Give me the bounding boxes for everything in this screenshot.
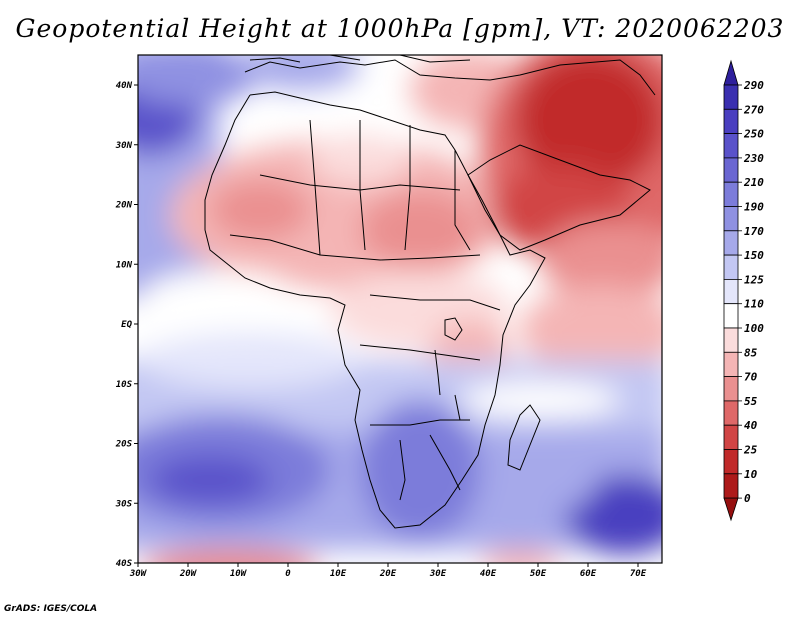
- colorbar-label: 100: [744, 322, 764, 335]
- x-tick-label: 10E: [330, 569, 347, 579]
- colorbar-segment: [723, 108, 739, 135]
- colorbar-segment: [723, 376, 739, 402]
- colorbar-segment: [723, 157, 739, 183]
- colorbar-segment: [723, 230, 739, 256]
- colorbar: 2902702502302101901701501251101008570554…: [723, 59, 764, 522]
- y-tick-label: 30S: [115, 499, 133, 509]
- colorbar-label: 125: [744, 273, 764, 286]
- y-tick-label: 30N: [115, 141, 133, 151]
- colorbar-segment: [723, 351, 739, 377]
- colorbar-label: 210: [743, 176, 764, 189]
- colorbar-segment: [723, 84, 739, 110]
- x-tick-label: 40E: [480, 569, 497, 579]
- map-frame: [137, 54, 663, 564]
- footer-credit: GrADS: IGES/COLA: [4, 604, 98, 614]
- colorbar-segment: [723, 181, 739, 207]
- colorbar-segment: [723, 327, 739, 353]
- y-tick-label: 10N: [116, 260, 133, 270]
- colorbar-segment: [723, 278, 739, 305]
- colorbar-label: 70: [744, 371, 758, 384]
- colorbar-label: 0: [744, 492, 751, 505]
- x-tick-label: 50E: [530, 569, 547, 579]
- x-tick-label: 30W: [129, 569, 148, 579]
- colorbar-bottom-arrow: [723, 497, 739, 522]
- colorbar-label: 250: [743, 128, 764, 141]
- x-tick-label: 20E: [379, 569, 397, 579]
- colorbar-segment: [723, 449, 739, 475]
- y-tick-label: 10S: [116, 380, 133, 390]
- colorbar-segment: [723, 473, 739, 499]
- colorbar-label: 190: [744, 201, 764, 214]
- x-tick-label: 0: [285, 569, 291, 579]
- colorbar-label: 10: [744, 468, 758, 481]
- x-tick-label: 60E: [580, 569, 597, 579]
- coastlines: [204, 55, 656, 529]
- y-tick-label: 20N: [115, 201, 133, 211]
- colorbar-label: 40: [744, 419, 758, 432]
- colorbar-segment: [723, 303, 739, 329]
- colorbar-label: 150: [744, 249, 764, 262]
- y-axis: 40N 30N 20N 10N EQ 10S 20S 30S 40S: [115, 81, 138, 569]
- colorbar-segment: [723, 206, 739, 232]
- colorbar-label: 55: [744, 395, 758, 408]
- y-tick-label: 20S: [115, 440, 133, 450]
- x-axis: 30W 20W 10W 0 10E 20E 30E 40E 50E 60E 70E: [129, 563, 647, 579]
- colorbar-segment: [723, 424, 739, 450]
- colorbar-segment: [723, 133, 739, 159]
- x-tick-label: 70E: [630, 569, 647, 579]
- colorbar-label: 110: [744, 298, 764, 311]
- colorbar-label: 85: [744, 346, 758, 359]
- colorbar-label: 270: [743, 103, 764, 116]
- y-tick-label: 40N: [116, 81, 133, 91]
- height-field: [138, 55, 662, 563]
- colorbar-label: 290: [743, 79, 764, 92]
- colorbar-top-arrow: [723, 59, 739, 86]
- colorbar-label: 170: [744, 225, 764, 238]
- x-tick-label: 10W: [230, 569, 248, 579]
- chart-title: Geopotential Height at 1000hPa [gpm], VT…: [15, 14, 785, 43]
- colorbar-segment: [723, 254, 739, 280]
- x-tick-label: 20W: [179, 569, 198, 579]
- colorbar-segment: [723, 400, 739, 426]
- y-tick-label: EQ: [121, 320, 132, 330]
- colorbar-label: 25: [743, 444, 758, 457]
- x-tick-label: 30E: [429, 569, 447, 579]
- y-tick-label: 40S: [116, 559, 133, 569]
- colorbar-label: 230: [743, 152, 764, 165]
